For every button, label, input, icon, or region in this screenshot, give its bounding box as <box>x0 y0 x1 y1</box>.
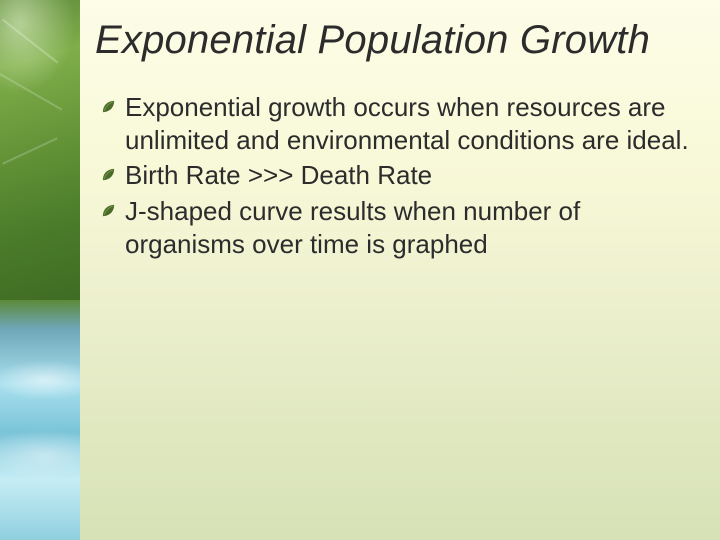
bullet-item: J-shaped curve results when number of or… <box>101 195 695 262</box>
slide-content: Exponential Population Growth Exponentia… <box>95 18 695 263</box>
decorative-left-strip <box>0 0 80 540</box>
water-ripple <box>0 430 80 480</box>
bullet-list: Exponential growth occurs when resources… <box>101 91 695 261</box>
slide-title: Exponential Population Growth <box>95 18 695 63</box>
bullet-item: Birth Rate >>> Death Rate <box>101 159 695 192</box>
bullet-text: J-shaped curve results when number of or… <box>125 196 580 259</box>
leaf-icon <box>101 99 116 114</box>
leaf-icon <box>101 167 116 182</box>
leaf-vein <box>2 137 57 164</box>
water-ripple <box>0 360 80 400</box>
bullet-item: Exponential growth occurs when resources… <box>101 91 695 158</box>
bullet-text: Exponential growth occurs when resources… <box>125 92 689 155</box>
bullet-text: Birth Rate >>> Death Rate <box>125 160 432 190</box>
leaf-icon <box>101 203 116 218</box>
water-background <box>0 300 80 540</box>
leaf-background <box>0 0 80 320</box>
